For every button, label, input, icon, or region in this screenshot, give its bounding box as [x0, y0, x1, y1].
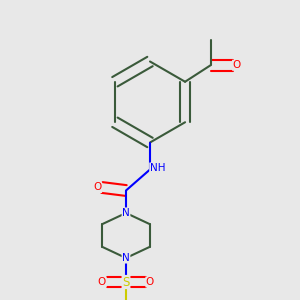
Text: S: S [122, 275, 130, 289]
Text: O: O [93, 182, 102, 193]
Text: N: N [122, 208, 130, 218]
Text: NH: NH [150, 163, 165, 173]
Text: N: N [122, 253, 130, 263]
Text: O: O [98, 277, 106, 287]
Text: O: O [232, 60, 241, 70]
Text: O: O [146, 277, 154, 287]
